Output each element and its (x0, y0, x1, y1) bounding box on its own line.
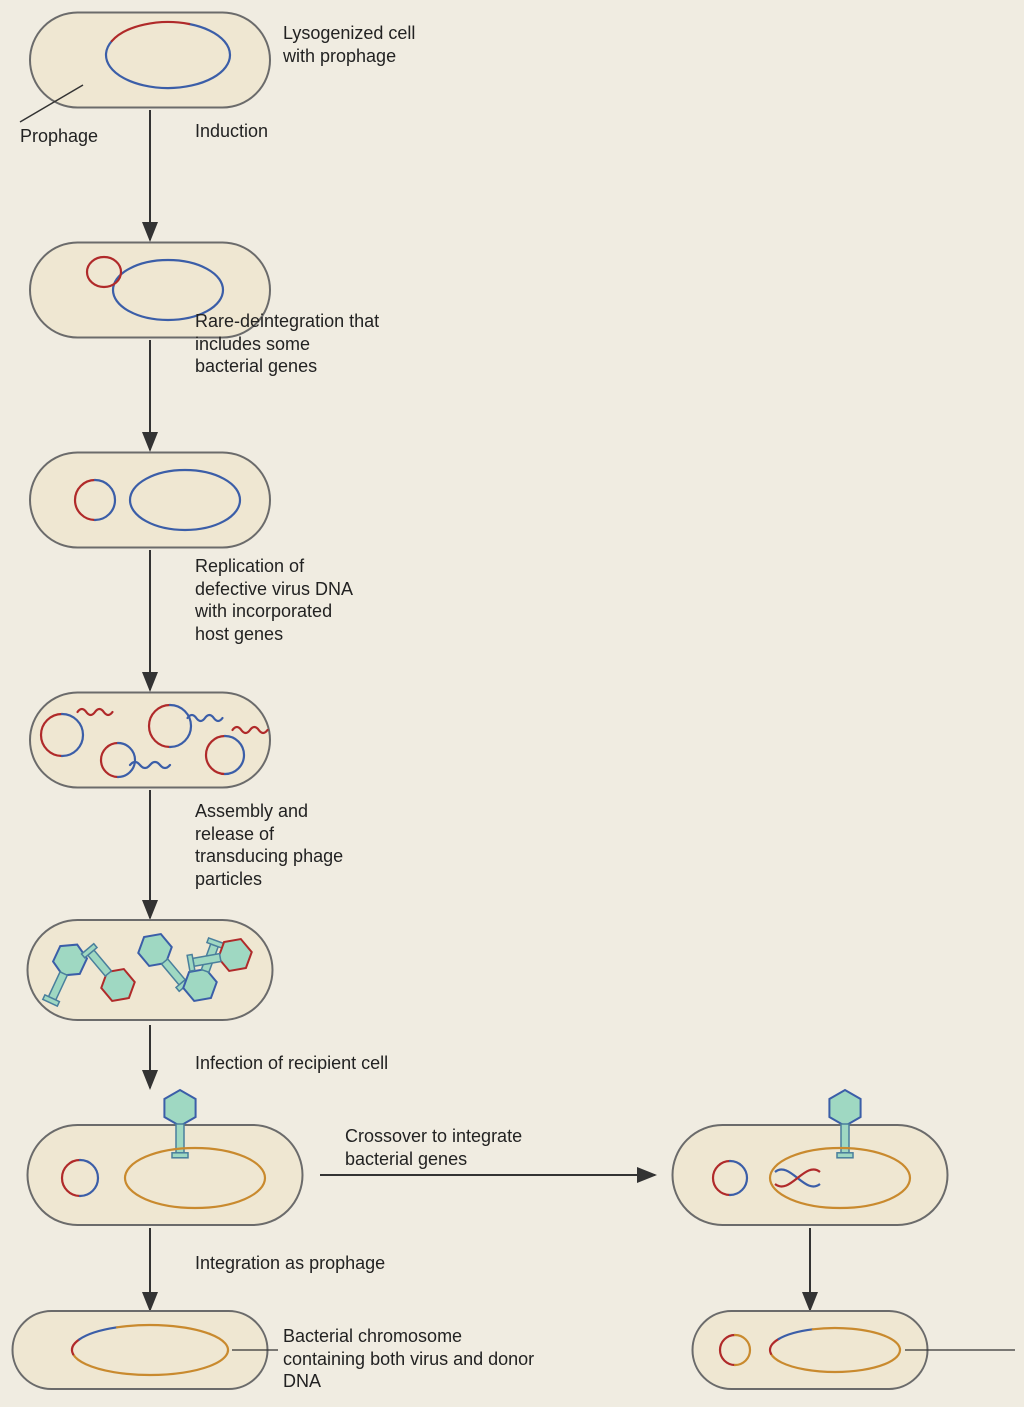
label-prophage: Prophage (20, 125, 98, 148)
label-assembly: Assembly and release of transducing phag… (195, 800, 343, 890)
cell-replication (30, 693, 270, 788)
cell-lysogenized (30, 13, 270, 108)
cell-deintegration (30, 453, 270, 548)
label-rare-deintegration: Rare-deintegration that includes some ba… (195, 310, 379, 378)
label-infection: Infection of recipient cell (195, 1052, 388, 1075)
cell-recipient-left (27, 1125, 302, 1225)
label-crossover: Crossover to integrate bacterial genes (345, 1125, 522, 1170)
label-chrom-result: Bacterial chromosome containing both vir… (283, 1325, 534, 1393)
label-induction: Induction (195, 120, 268, 143)
label-integration: Integration as prophage (195, 1252, 385, 1275)
label-replication: Replication of defective virus DNA with … (195, 555, 353, 645)
cell-integrated-right (693, 1311, 928, 1389)
label-lysogenized: Lysogenized cell with prophage (283, 22, 415, 67)
cell-integrated-left (13, 1311, 268, 1389)
